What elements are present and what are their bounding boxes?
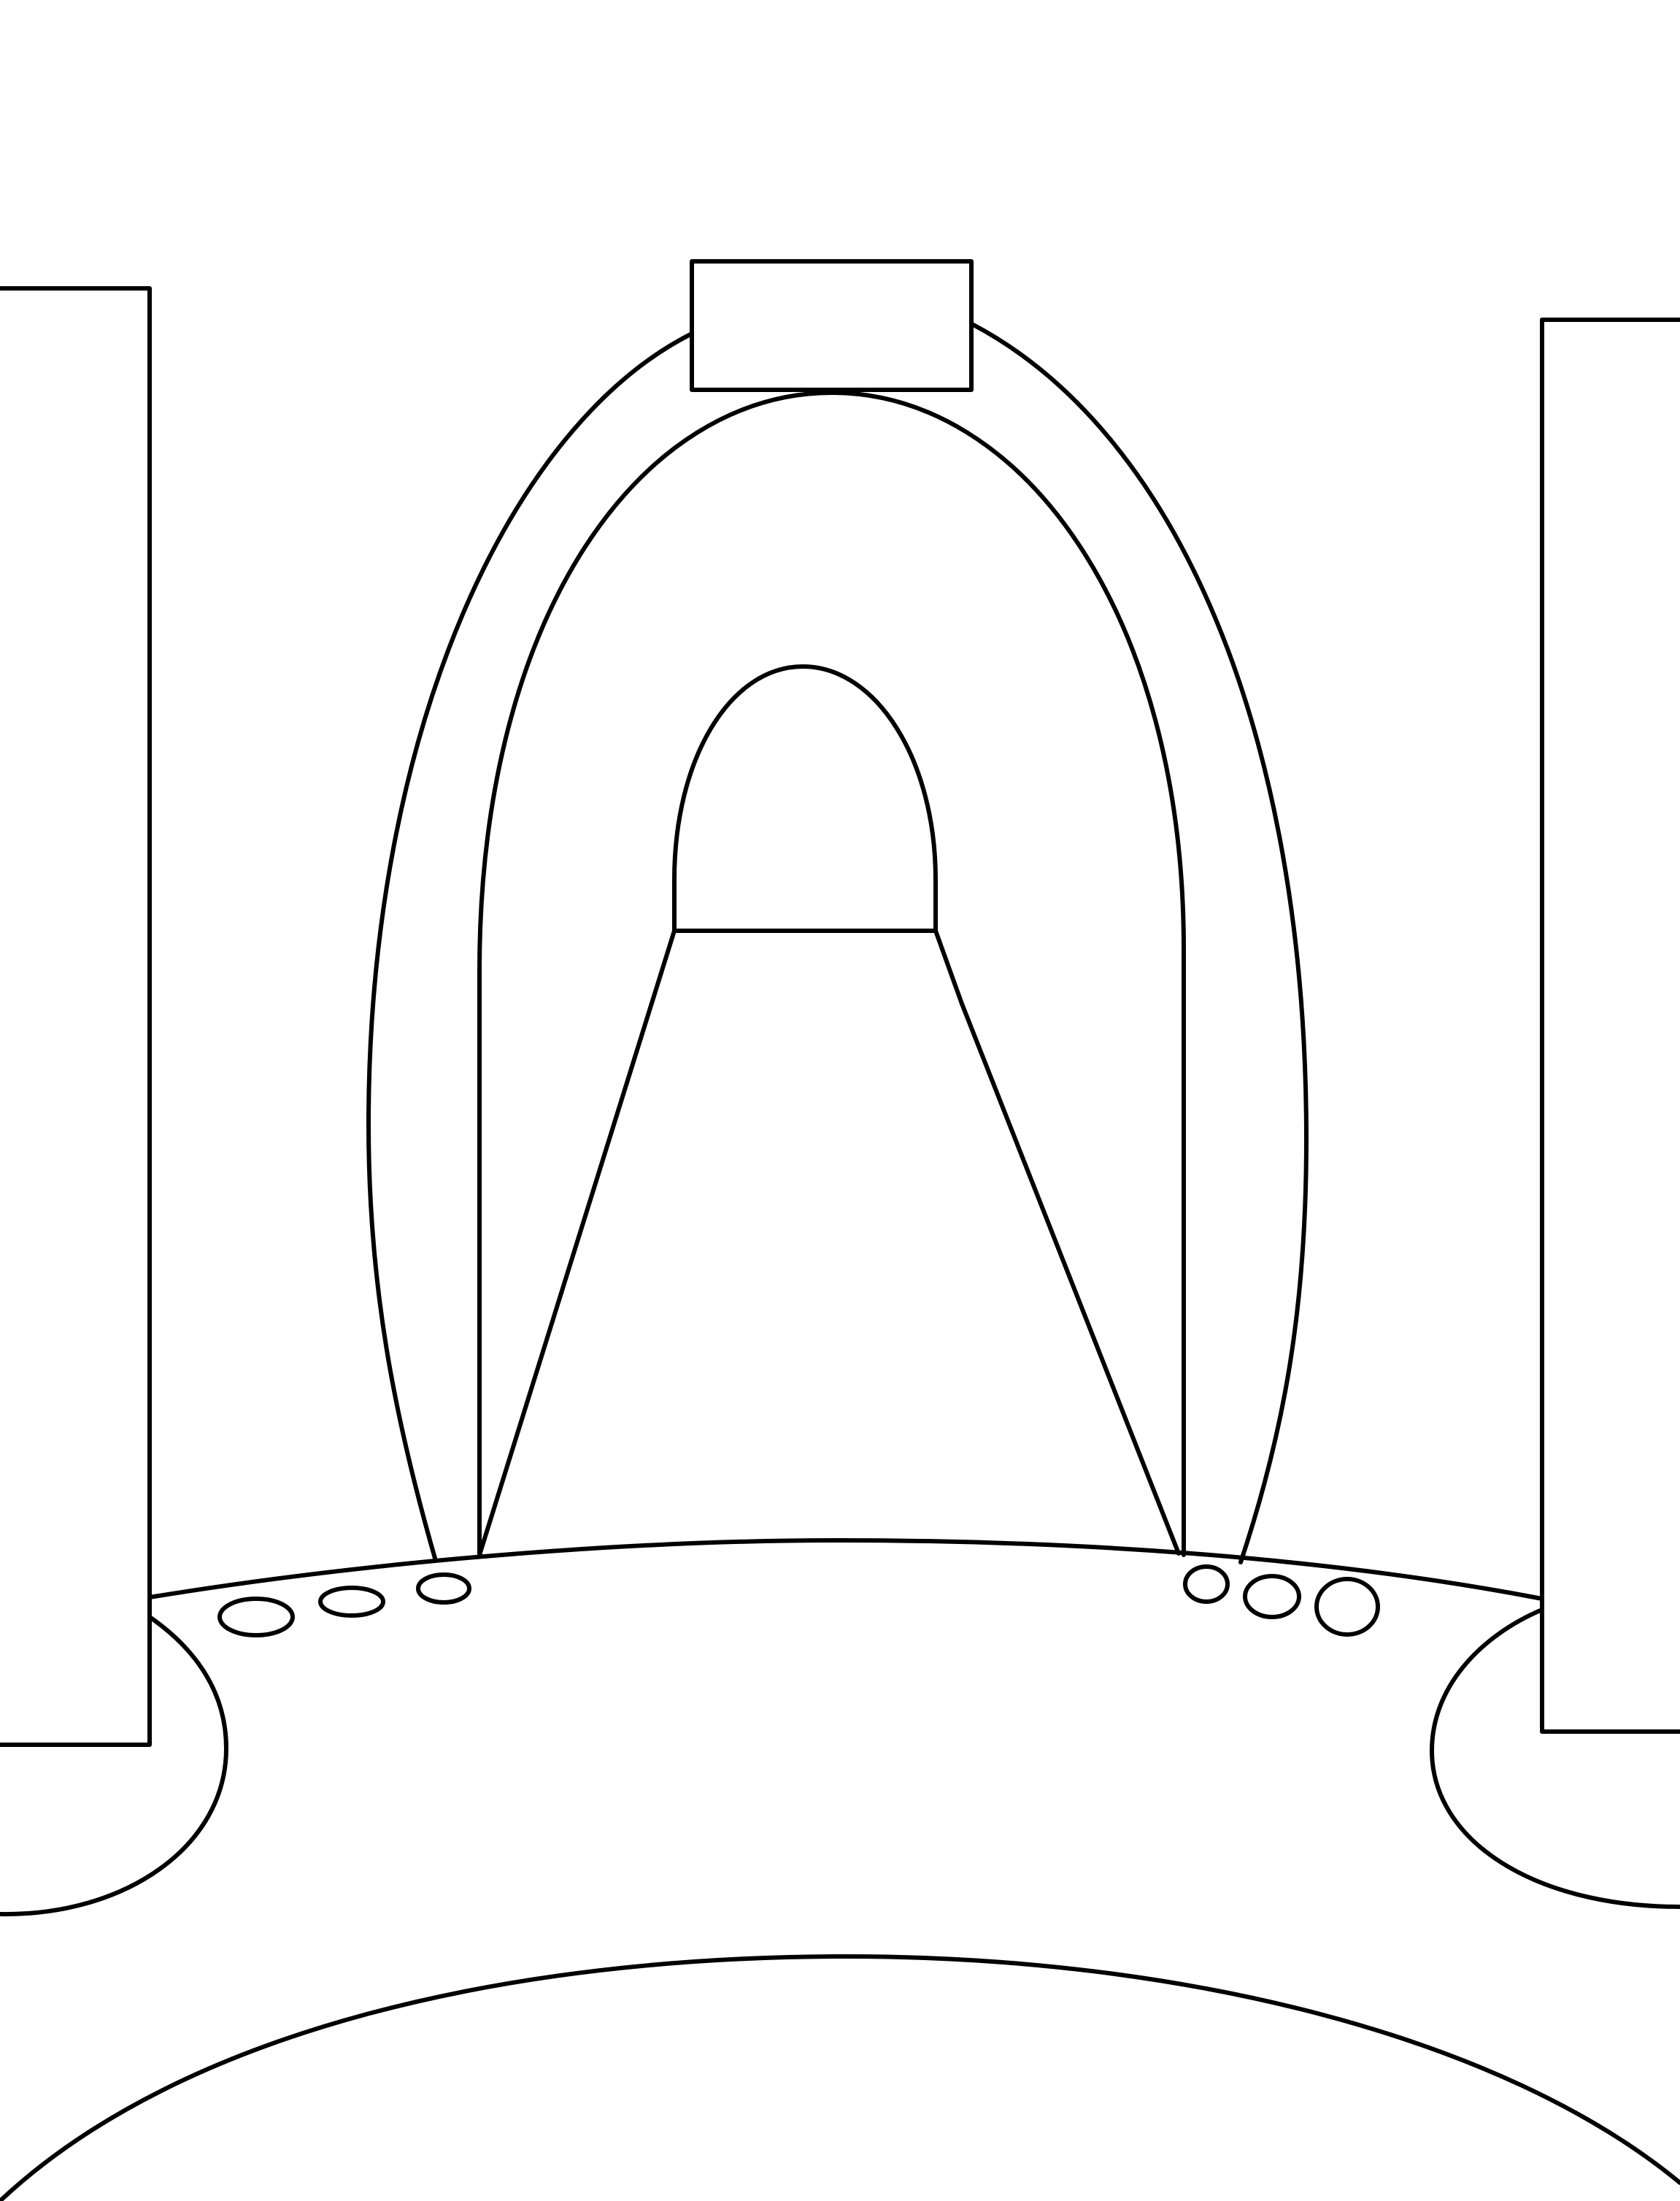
floor-path xyxy=(477,929,1181,1557)
right-button-1 xyxy=(1183,1564,1230,1604)
inner-arch xyxy=(477,391,1186,1557)
right-buttons xyxy=(1183,1564,1380,1637)
left-button-1 xyxy=(217,1597,295,1637)
left-button-2 xyxy=(318,1586,385,1618)
right-button-3 xyxy=(1314,1577,1380,1637)
tunnel-opening xyxy=(672,664,938,933)
left-knob xyxy=(0,1615,228,1917)
bottom-dome xyxy=(0,1954,1680,2201)
left-button-3 xyxy=(416,1572,471,1605)
right-panel xyxy=(1540,318,1680,1734)
outer-arch xyxy=(366,322,1309,1564)
left-panel xyxy=(0,286,152,1747)
right-button-2 xyxy=(1243,1574,1301,1619)
top-label-box xyxy=(690,259,974,392)
right-knob xyxy=(1430,1607,1680,1909)
console-top xyxy=(147,1538,1544,1601)
left-buttons xyxy=(217,1572,471,1637)
